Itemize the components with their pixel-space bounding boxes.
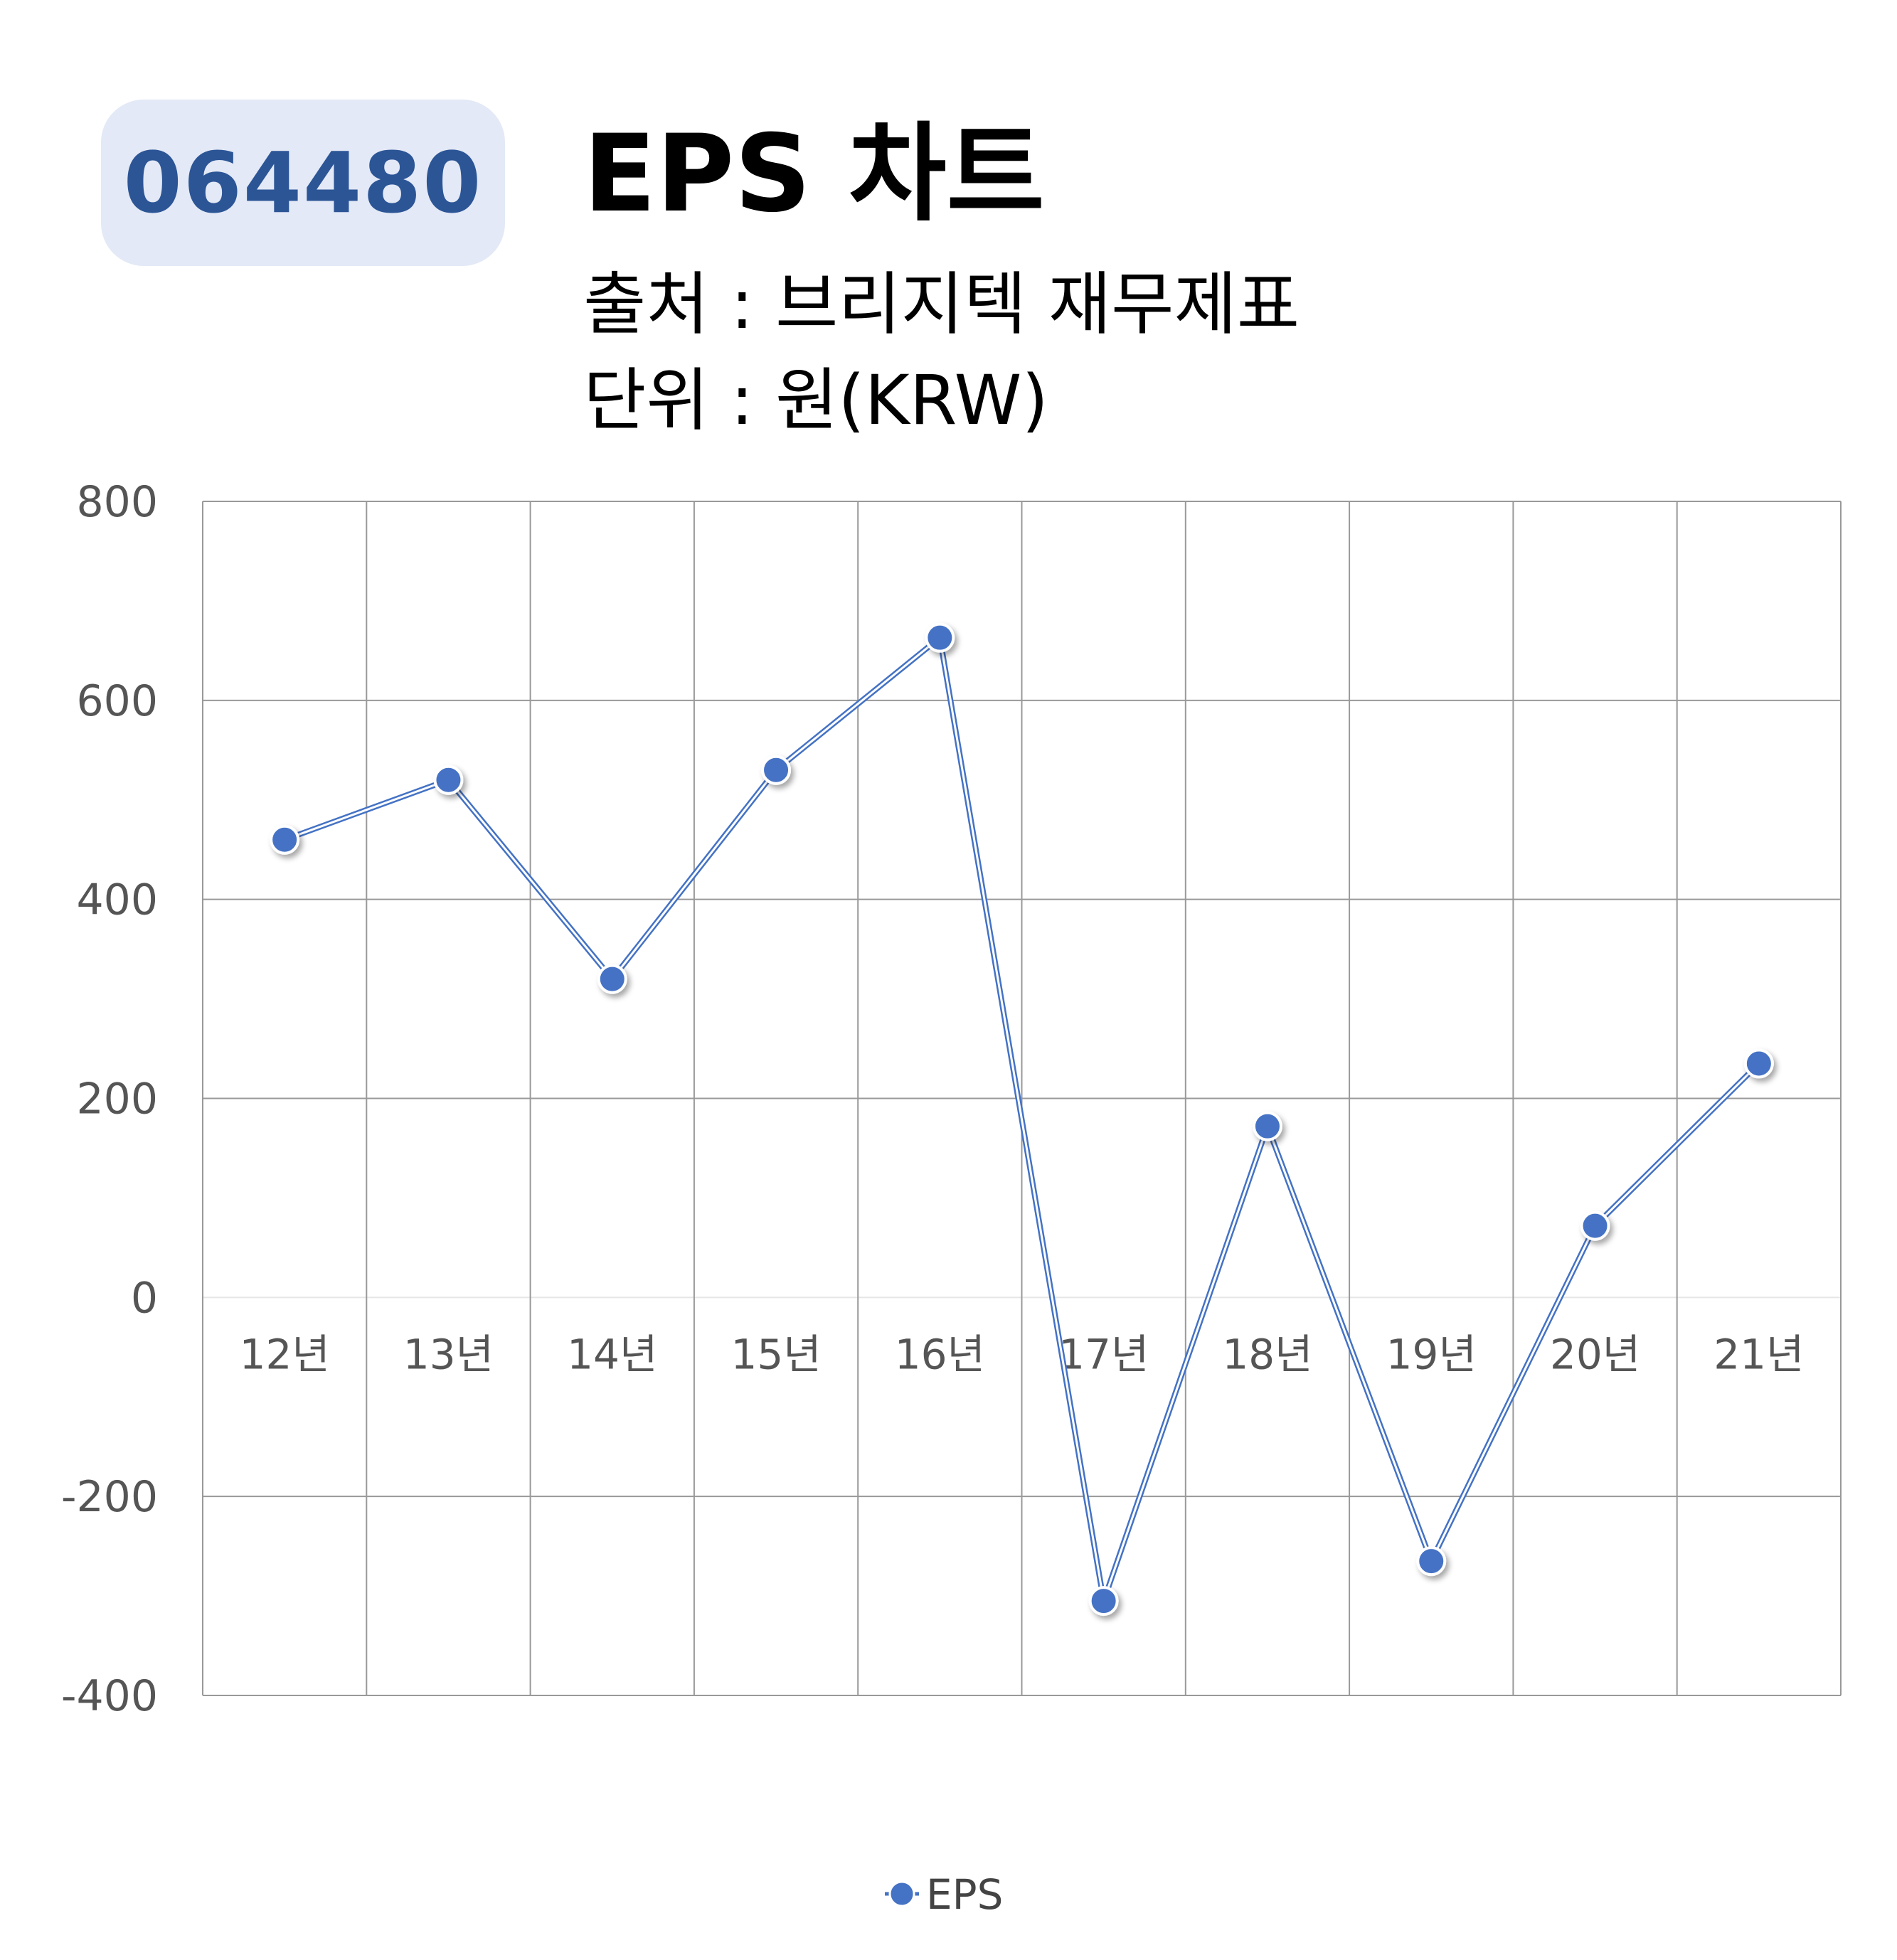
x-tick-label: 19년 <box>1386 1330 1477 1378</box>
y-tick-label: 0 <box>131 1273 158 1323</box>
data-point <box>761 755 792 785</box>
data-point <box>597 964 627 994</box>
x-tick-label: 15년 <box>730 1330 821 1378</box>
y-tick-label: 800 <box>76 477 158 527</box>
x-tick-label: 21년 <box>1713 1330 1804 1378</box>
data-point <box>925 622 955 653</box>
y-tick-label: 200 <box>76 1075 158 1124</box>
x-axis: 12년 13년 14년 15년 16년 17년 18년 19년 20년 21년 <box>240 1330 1805 1378</box>
series-line-inner <box>284 637 1760 1602</box>
data-point <box>1416 1546 1447 1577</box>
unit-label: 단위 : 원(KRW) <box>583 361 1048 440</box>
source-label: 출처 : 브리지텍 재무제표 <box>583 265 1300 344</box>
data-point <box>1252 1111 1282 1141</box>
y-tick-label: 600 <box>76 676 158 726</box>
data-point <box>270 824 300 855</box>
stock-code-badge: 064480 <box>101 100 505 266</box>
legend-label: EPS <box>926 1870 1003 1919</box>
y-tick-label: -200 <box>61 1472 158 1522</box>
data-point <box>433 765 464 795</box>
data-point <box>1743 1048 1774 1079</box>
x-tick-label: 17년 <box>1058 1330 1149 1378</box>
y-axis: 800 600 400 200 0 -200 -400 <box>61 477 158 1721</box>
x-tick-label: 20년 <box>1550 1330 1640 1378</box>
x-tick-label: 16년 <box>895 1330 985 1378</box>
chart-title: EPS 차트 <box>583 112 1045 236</box>
data-point <box>1088 1586 1119 1617</box>
x-tick-label: 18년 <box>1222 1330 1312 1378</box>
legend: EPS <box>885 1870 1003 1919</box>
y-tick-label: 400 <box>76 875 158 925</box>
x-tick-label: 14년 <box>567 1330 657 1378</box>
legend-marker <box>888 1880 915 1907</box>
y-tick-label: -400 <box>61 1671 158 1721</box>
data-point <box>1580 1210 1610 1241</box>
x-tick-label: 13년 <box>403 1330 494 1378</box>
series-eps-points <box>270 622 1774 1617</box>
series-eps <box>283 634 1761 1604</box>
x-tick-label: 12년 <box>240 1330 330 1378</box>
grid <box>202 501 1842 1696</box>
stock-code: 064480 <box>123 134 483 232</box>
